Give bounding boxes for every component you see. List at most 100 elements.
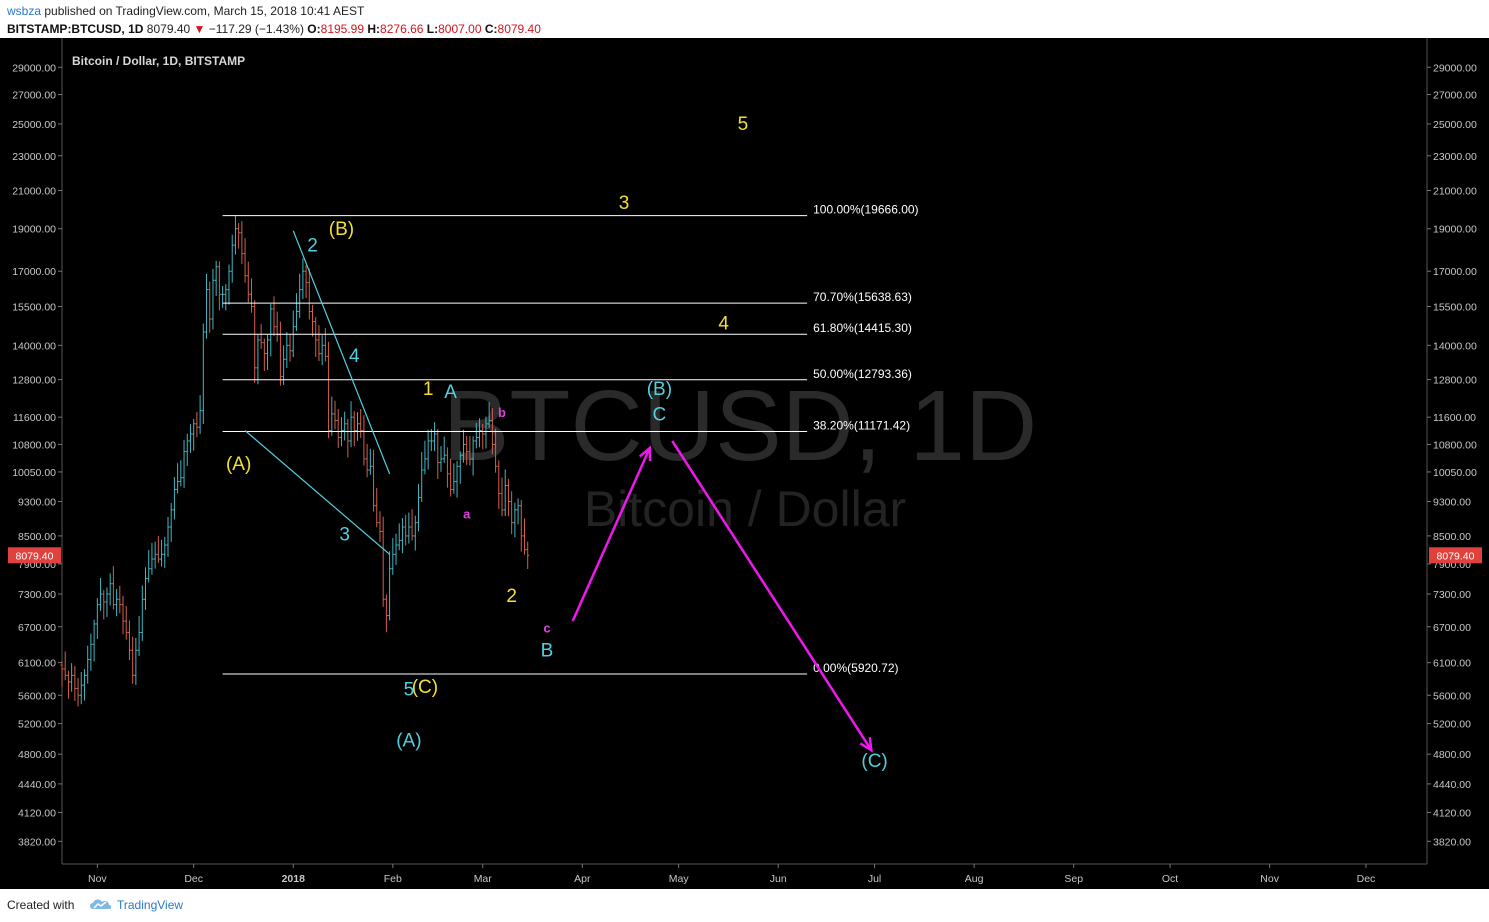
last-price-tag-label: 8079.40: [1437, 550, 1475, 562]
fibonacci-retracement[interactable]: 100.00%(19666.00) 70.70%(15638.63) 61.80%(…: [222, 203, 919, 675]
x-tick-label: Feb: [384, 873, 402, 885]
y-tick-label: 10800.00: [1433, 439, 1477, 451]
wave-label: 5: [738, 114, 749, 135]
tradingview-link[interactable]: TradingView: [117, 898, 184, 912]
y-tick-label: 3820.00: [18, 836, 56, 848]
wave-label: a: [463, 506, 471, 521]
x-tick-label: Dec: [1357, 873, 1376, 885]
x-tick-label: Dec: [184, 873, 203, 885]
projection-arrow-line: [571, 447, 651, 622]
quote-line: BITSTAMP:BTCUSD, 1D 8079.40 ▼ −117.29 (−…: [7, 22, 541, 36]
y-tick-label: 29000.00: [12, 62, 56, 74]
left-price-scale[interactable]: 29000.00 27000.00 25000.00 23000.00 21000.00…: [12, 38, 63, 864]
publish-line: wsbza published on TradingView.com, Marc…: [7, 4, 364, 18]
y-tick-label: 4440.00: [1433, 779, 1471, 791]
trend-line: [244, 430, 390, 555]
x-tick-label: Nov: [1260, 873, 1279, 885]
fib-level-label: 38.20%(11171.42): [813, 419, 910, 433]
y-tick-label: 21000.00: [1433, 186, 1477, 198]
wave-label: 3: [339, 524, 350, 545]
wave-label: (A): [396, 730, 421, 751]
fib-level-label: 100.00%(19666.00): [813, 203, 918, 217]
trend-lines[interactable]: [244, 230, 391, 555]
high-label: H:: [367, 22, 381, 36]
time-axis[interactable]: Nov Dec 2018 Feb Mar Apr May Jun Jul Aug Sep Oct Nov…: [62, 863, 1427, 885]
candles: [60, 216, 530, 707]
wave-label: b: [498, 405, 506, 420]
x-tick-label: Jun: [770, 873, 787, 885]
y-tick-label: 7300.00: [1433, 589, 1471, 601]
high-value: 8276.66: [380, 22, 424, 36]
last-price-tags: 8079.40 8079.40: [8, 547, 1482, 564]
wave-label: C: [653, 404, 667, 425]
y-tick-label: 8500.00: [18, 531, 56, 543]
fib-level-label: 61.80%(14415.30): [813, 321, 912, 335]
watermark-name: Bitcoin / Dollar: [584, 481, 906, 537]
x-tick-label: Aug: [965, 873, 984, 885]
close-value: 8079.40: [497, 22, 541, 36]
price-change: −117.29 (−1.43%): [208, 22, 304, 36]
wave-label: (B): [647, 379, 672, 400]
wave-label: (A): [226, 454, 251, 475]
wave-label: 5: [404, 679, 415, 700]
y-tick-label: 9300.00: [18, 497, 56, 509]
y-tick-label: 17000.00: [12, 266, 56, 278]
wave-labels: (A) (B) (C) 1 2 3 4 5 2 3 4 5 (A) A B (B) C (C) a b c: [226, 114, 888, 772]
y-tick-label: 3820.00: [1433, 836, 1471, 848]
projection-arrow-line: [671, 440, 873, 751]
x-tick-label: Apr: [574, 873, 591, 885]
author-link[interactable]: wsbza: [7, 4, 42, 18]
wave-label: A: [444, 382, 457, 403]
y-tick-label: 12800.00: [1433, 375, 1477, 387]
y-tick-label: 23000.00: [1433, 151, 1477, 163]
open-value: 8195.99: [320, 22, 365, 36]
x-tick-label: Oct: [1162, 873, 1178, 885]
x-tick-label: Nov: [88, 873, 107, 885]
y-tick-label: 5600.00: [18, 690, 56, 702]
y-tick-label: 12800.00: [12, 375, 56, 387]
y-tick-label: 21000.00: [12, 186, 56, 198]
symbol-name: BITSTAMP:BTCUSD, 1D: [7, 22, 144, 36]
wave-label: (B): [329, 219, 354, 240]
y-tick-label: 5200.00: [1433, 719, 1471, 731]
created-with-text: Created with: [7, 898, 75, 912]
last-price-tag-left: [8, 547, 61, 564]
y-tick-label: 4800.00: [18, 749, 56, 761]
wave-label: 2: [506, 586, 517, 607]
y-tick-label: 23000.00: [12, 151, 56, 163]
y-tick-label: 27000.00: [12, 90, 56, 102]
y-tick-label: 10050.00: [1433, 467, 1477, 479]
y-tick-label: 25000.00: [1433, 119, 1477, 131]
y-tick-label: 8500.00: [1433, 531, 1471, 543]
y-tick-label: 19000.00: [12, 224, 56, 236]
projection-arrows[interactable]: [571, 440, 873, 753]
x-tick-label: Jul: [868, 873, 881, 885]
y-tick-label: 25000.00: [12, 119, 56, 131]
low-label: L:: [426, 22, 439, 36]
y-tick-label: 4440.00: [18, 779, 56, 791]
y-tick-label: 6700.00: [18, 622, 56, 634]
y-tick-label: 6100.00: [1433, 658, 1471, 670]
y-tick-label: 15500.00: [1433, 301, 1477, 313]
wave-label: c: [543, 621, 550, 636]
open-label: O:: [307, 22, 321, 36]
down-arrow-icon: ▼: [193, 22, 206, 36]
price-chart[interactable]: 29000.00 27000.00 25000.00 23000.00 21000.00…: [0, 38, 1489, 889]
y-tick-label: 5600.00: [1433, 690, 1471, 702]
publish-header: wsbza published on TradingView.com, Marc…: [0, 0, 1489, 38]
symbol-watermark: BTCUSD, 1D Bitcoin / Dollar: [443, 370, 1038, 537]
y-tick-label: 4800.00: [1433, 749, 1471, 761]
y-tick-label: 4120.00: [1433, 807, 1471, 819]
projection-arrow-head: [639, 445, 652, 462]
x-tick-label: Sep: [1064, 873, 1083, 885]
published-text: published on TradingView.com, March 15, …: [44, 4, 365, 18]
x-tick-label: 2018: [282, 873, 306, 885]
close-label: C:: [484, 22, 498, 36]
last-price-tag-right: [1429, 547, 1482, 564]
y-tick-label: 9300.00: [1433, 497, 1471, 509]
right-price-scale[interactable]: 29000.00 27000.00 25000.00 23000.00 21000.00…: [1426, 38, 1477, 864]
y-tick-label: 17000.00: [1433, 266, 1477, 278]
wave-label: 4: [718, 313, 729, 334]
y-tick-label: 15500.00: [12, 301, 56, 313]
wave-label: B: [541, 640, 554, 661]
